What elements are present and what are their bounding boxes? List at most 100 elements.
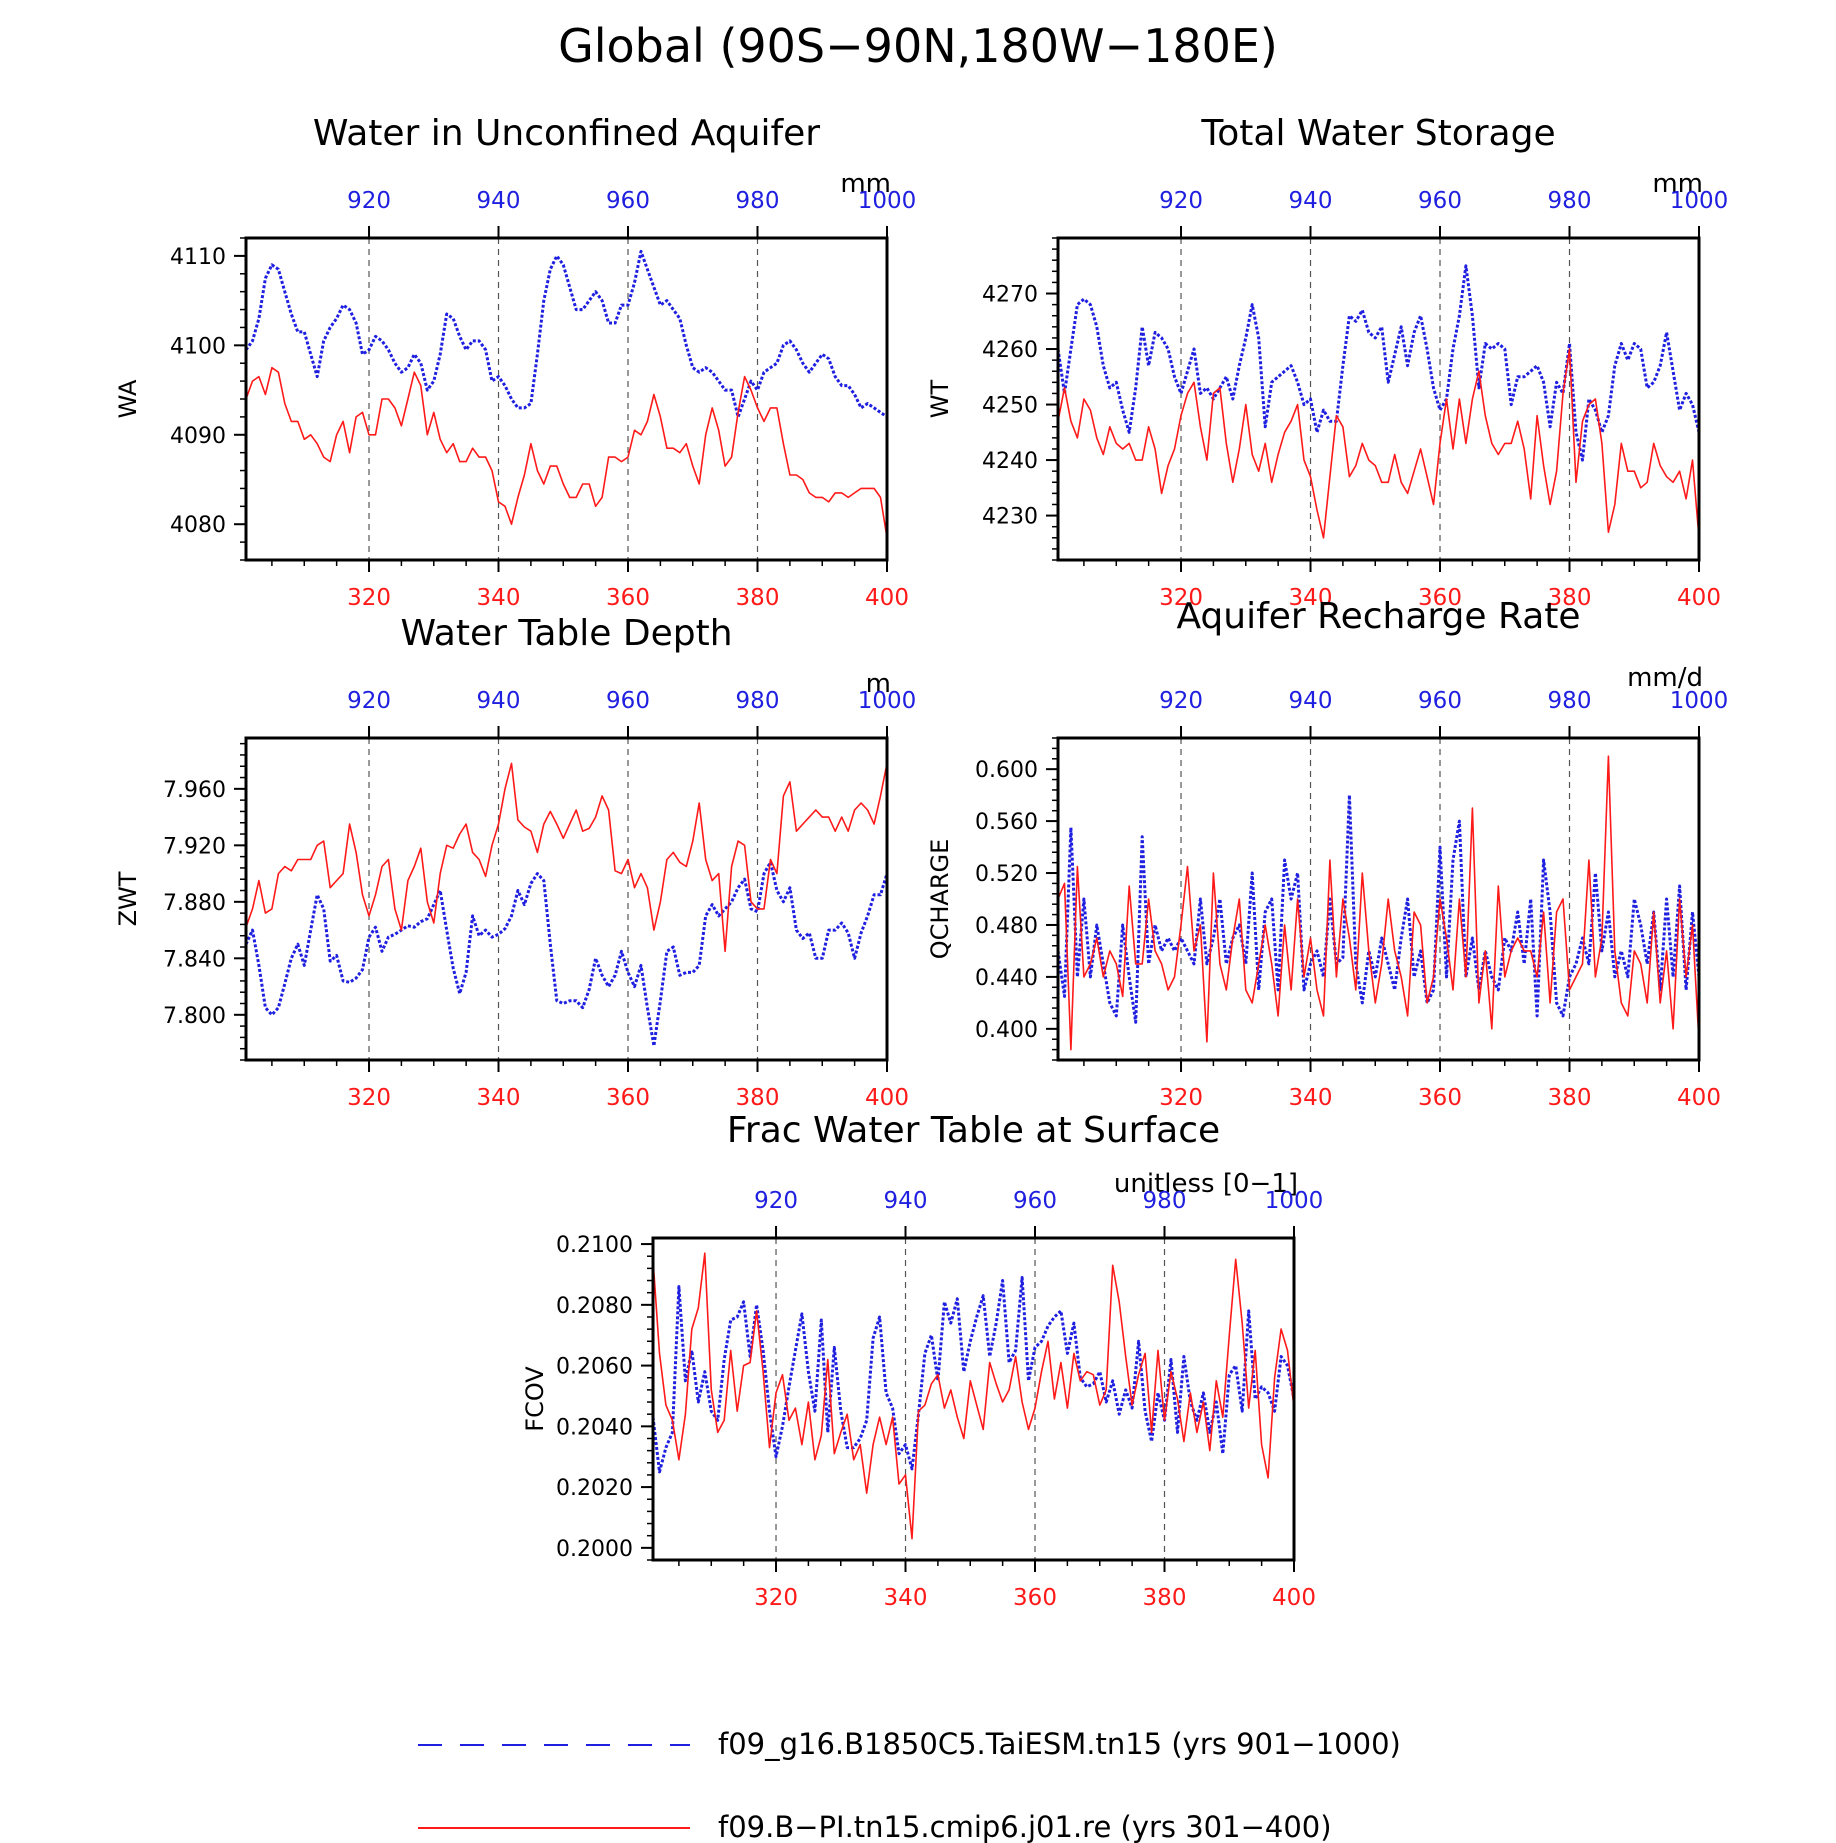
x-tick-label-top: 960 [1418,688,1462,714]
chart-qcharge: Aquifer Recharge Rate mm/d QCHARGE 0.400 0.4… [926,596,1728,1111]
x-tick-label-top: 920 [754,1188,798,1214]
series-line-fcov-case1 [651,1276,1296,1474]
chart-wt: Total Water Storage mm WT 4230 4240 4250 4260 4… [926,113,1728,611]
x-tick-label-bottom: 360 [1418,585,1462,611]
series-line-qcharge-case2 [1057,755,1700,1051]
x-tick-label-bottom: 340 [1289,1085,1333,1111]
chart-wa: Water in Unconfined Aquifer mm WA 4080 4090 4… [114,113,916,611]
units-label-fcov: unitless [0−1] [1114,1169,1298,1199]
x-tick-label-bottom: 360 [1418,1085,1462,1111]
y-tick-label: 0.520 [975,862,1038,887]
x-tick-label-bottom: 320 [1159,1085,1203,1111]
x-tick-label-top: 940 [1289,188,1333,214]
chart-title-wt: Total Water Storage [1200,113,1555,154]
x-tick-label-bottom: 340 [477,585,521,611]
x-tick-label-top: 920 [347,188,391,214]
y-tick-label: 0.400 [975,1018,1038,1043]
x-tick-label-top: 980 [736,188,780,214]
x-tick-label-top: 980 [736,688,780,714]
x-tick-label-top: 960 [606,188,650,214]
y-tick-label: 0.440 [975,966,1038,991]
x-tick-label-top: 940 [884,1188,928,1214]
chart-title-fcov: Frac Water Table at Surface [727,1110,1220,1151]
chart-title-wa: Water in Unconfined Aquifer [313,113,820,154]
x-tick-label-top: 940 [1289,688,1333,714]
y-tick-label: 0.480 [975,914,1038,939]
x-tick-label-bottom: 380 [1548,585,1592,611]
x-tick-label-top: 960 [1418,188,1462,214]
x-tick-label-top: 940 [477,688,521,714]
x-tick-label-top: 940 [477,188,521,214]
plot-frame-zwt [244,736,889,1062]
legend-label-case1: f09_g16.B1850C5.TaiESM.tn15 (yrs 901−100… [718,1727,1401,1761]
plot-frame-fcov [651,1236,1296,1562]
x-tick-label-bottom: 320 [347,1085,391,1111]
chart-fcov: Frac Water Table at Surface unitless [0−1… [521,1110,1323,1611]
y-axis-label-zwt: ZWT [114,871,142,926]
x-tick-label-bottom: 340 [477,1085,521,1111]
plot-frame-wa [244,236,889,562]
chart-title-qcharge: Aquifer Recharge Rate [1176,596,1580,637]
y-tick-label: 7.880 [163,891,226,916]
y-tick-label: 4260 [982,338,1038,363]
x-tick-label-top: 980 [1143,1188,1187,1214]
y-axis-label-wa: WA [114,379,142,418]
y-tick-label: 0.2040 [556,1415,633,1440]
x-tick-label-bottom: 400 [1272,1585,1316,1611]
y-tick-label: 0.2020 [556,1476,633,1501]
y-tick-label: 4270 [982,283,1038,308]
x-tick-label-top: 960 [606,688,650,714]
units-label-qcharge: mm/d [1627,663,1703,693]
x-tick-label-top: 980 [1548,688,1592,714]
x-tick-label-bottom: 400 [865,1085,909,1111]
x-tick-label-top: 1000 [1265,1188,1324,1214]
x-tick-label-bottom: 400 [1677,585,1721,611]
y-tick-label: 7.960 [163,778,226,803]
x-tick-label-top: 920 [347,688,391,714]
x-tick-label-bottom: 380 [1548,1085,1592,1111]
x-tick-label-bottom: 360 [606,585,650,611]
legend: f09_g16.B1850C5.TaiESM.tn15 (yrs 901−100… [418,1727,1401,1843]
plot-frame-qcharge [1056,736,1701,1062]
y-tick-label: 0.2000 [556,1537,633,1562]
x-tick-label-bottom: 360 [1013,1585,1057,1611]
legend-label-case2: f09.B−PI.tn15.cmip6.j01.re (yrs 301−400) [718,1810,1332,1843]
y-tick-label: 0.2100 [556,1233,633,1258]
x-tick-label-bottom: 400 [865,585,909,611]
y-tick-label: 0.2080 [556,1294,633,1319]
y-axis-label-fcov: FCOV [521,1366,549,1432]
x-tick-label-bottom: 400 [1677,1085,1721,1111]
y-tick-label: 7.800 [163,1004,226,1029]
x-tick-label-top: 1000 [858,688,917,714]
series-line-wt-case1 [1056,264,1701,462]
y-tick-label: 0.600 [975,758,1038,783]
y-tick-label: 4250 [982,394,1038,419]
y-tick-label: 4100 [170,334,226,359]
x-tick-label-top: 960 [1013,1188,1057,1214]
series-line-wa-case1 [244,249,888,419]
x-tick-label-top: 1000 [1670,188,1729,214]
x-tick-label-bottom: 320 [754,1585,798,1611]
x-tick-label-bottom: 340 [1289,585,1333,611]
units-label-zwt: m [866,669,891,699]
x-tick-label-bottom: 380 [736,1085,780,1111]
figure-title: Global (90S−90N,180W−180E) [558,19,1278,73]
units-label-wa: mm [840,169,891,199]
x-tick-label-bottom: 380 [1143,1585,1187,1611]
series-line-zwt-case2 [245,762,888,953]
x-tick-label-top: 980 [1548,188,1592,214]
x-tick-label-bottom: 320 [1159,585,1203,611]
units-label-wt: mm [1652,169,1703,199]
chart-panels: Water in Unconfined Aquifer mm WA 4080 4090 4… [114,113,1728,1611]
chart-title-zwt: Water Table Depth [400,613,732,654]
x-tick-label-top: 920 [1159,188,1203,214]
series-line-wa-case2 [245,366,888,538]
y-tick-label: 7.920 [163,834,226,859]
y-tick-label: 4230 [982,505,1038,530]
x-tick-label-bottom: 320 [347,585,391,611]
series-line-fcov-case2 [652,1252,1295,1540]
chart-zwt: Water Table Depth m ZWT 7.800 7.840 7.880 7.92… [114,613,916,1111]
x-tick-label-top: 1000 [1670,688,1729,714]
x-tick-label-bottom: 340 [884,1585,928,1611]
